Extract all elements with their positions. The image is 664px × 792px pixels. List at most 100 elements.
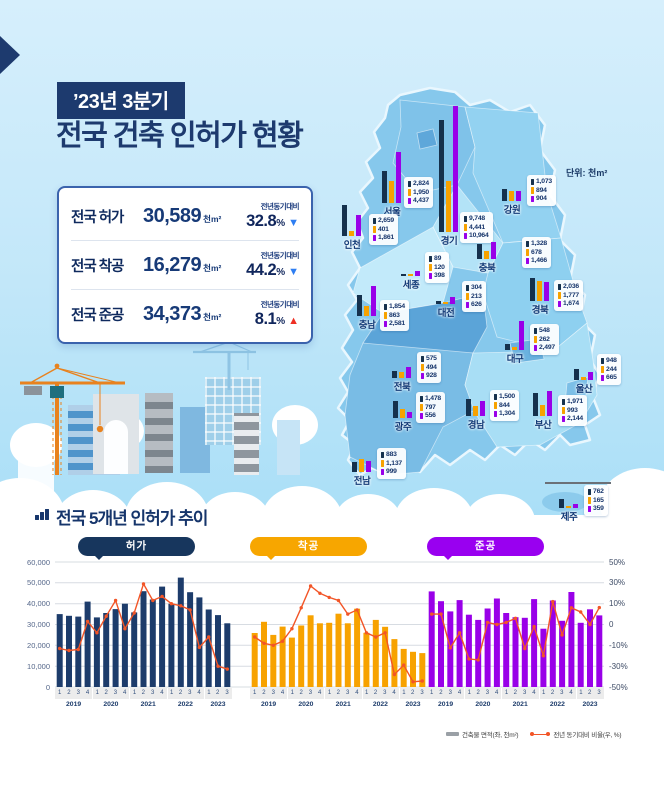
quarter-label: 2 bbox=[336, 690, 340, 696]
region-value: 304 bbox=[471, 284, 482, 292]
region-value-row: 1,854 bbox=[384, 303, 405, 312]
start-tick-icon bbox=[381, 460, 384, 467]
region-label: 대전 bbox=[437, 308, 455, 319]
quarter-label: 2 bbox=[141, 690, 145, 696]
region-value-row: 883 bbox=[381, 451, 402, 460]
minibar bbox=[477, 243, 482, 259]
left-axis-tick: 50,000 bbox=[27, 578, 50, 588]
left-axis-tick: 60,000 bbox=[27, 557, 50, 567]
region-value-row: 1,478 bbox=[420, 395, 441, 404]
complete-tick-icon bbox=[601, 374, 604, 382]
trend-title: 전국 5개년 인허가 추이 bbox=[56, 509, 208, 528]
region-value-box: 1,073 894 904 bbox=[527, 175, 557, 206]
region-value-box: 304 213 626 bbox=[462, 281, 486, 312]
minibar bbox=[516, 190, 521, 201]
region-value-row: 1,950 bbox=[408, 188, 429, 197]
region-label: 울산 bbox=[575, 384, 593, 395]
complete-tick-icon bbox=[429, 272, 432, 280]
quarter-label: 4 bbox=[280, 690, 285, 696]
year-label: 2021 bbox=[140, 701, 156, 708]
quarter-label: 1 bbox=[464, 688, 473, 699]
region-value-row: 1,777 bbox=[558, 291, 579, 300]
quarter-label: 3 bbox=[560, 690, 564, 696]
region-value-row: 678 bbox=[526, 248, 547, 257]
summary-value-number: 34,373 bbox=[143, 302, 202, 325]
start-tick-icon bbox=[408, 189, 411, 196]
complete-tick-icon bbox=[373, 234, 376, 242]
minibar bbox=[450, 296, 455, 304]
quarter-label: 3 bbox=[150, 690, 155, 696]
region-value: 1,073 bbox=[536, 178, 553, 186]
region-value-row: 1,328 bbox=[526, 240, 547, 249]
region-value-box: 1,971 993 2,144 bbox=[558, 395, 588, 426]
minibar bbox=[443, 301, 448, 304]
region-value: 948 bbox=[606, 357, 617, 365]
start-tick-icon bbox=[421, 364, 424, 371]
crane-cab bbox=[50, 386, 64, 398]
region-value-row: 575 bbox=[421, 355, 437, 364]
complete-tick-icon bbox=[494, 410, 497, 418]
quarter-label: 1 bbox=[361, 688, 371, 699]
quarter-label: 4 bbox=[532, 690, 536, 696]
minibar bbox=[491, 242, 496, 259]
region-value: 2,036 bbox=[563, 283, 580, 291]
region-label: 충북 bbox=[478, 263, 496, 274]
year-label: 2021 bbox=[335, 701, 351, 708]
region-value-row: 2,144 bbox=[562, 415, 583, 424]
quarter-label: 2 bbox=[476, 690, 480, 696]
legend-label: 전년 동기대비 비율(우, %) bbox=[553, 732, 622, 739]
quarter-label: 3 bbox=[522, 690, 527, 696]
minibar bbox=[406, 367, 411, 378]
legend-item-area: 건축물 면적(좌, 천m²) bbox=[446, 729, 519, 739]
year-label: 2022 bbox=[177, 701, 193, 708]
legend-line-swatch bbox=[530, 732, 551, 737]
minibar bbox=[519, 321, 524, 350]
region-label: 경남 bbox=[467, 420, 485, 431]
complete-tick-icon bbox=[421, 372, 424, 380]
minibar bbox=[359, 458, 364, 472]
down-arrow-icon: ▼ bbox=[288, 217, 299, 229]
region-value: 262 bbox=[539, 335, 550, 343]
year-label: 2023 bbox=[210, 701, 226, 708]
region-value-row: 2,659 bbox=[373, 217, 394, 226]
region-value-box: 575 494 928 bbox=[417, 352, 441, 383]
down-arrow-icon: ▼ bbox=[288, 266, 299, 278]
complete-tick-icon bbox=[558, 300, 561, 308]
region-value-row: 304 bbox=[466, 284, 482, 293]
complete-tick-icon bbox=[408, 197, 411, 205]
quarter-badge: ’23년 3분기 bbox=[57, 82, 185, 119]
permit-tick-icon bbox=[534, 327, 537, 334]
quarter-label: 3 bbox=[345, 690, 350, 696]
year-label: 2022 bbox=[372, 701, 388, 708]
region-value: 1,777 bbox=[563, 291, 580, 299]
region-minibars-대전 bbox=[436, 296, 455, 304]
quarter-label: 2 bbox=[216, 690, 220, 696]
region-minibars-부산 bbox=[533, 391, 552, 416]
complete-tick-icon bbox=[526, 257, 529, 265]
quarter-label: 4 bbox=[569, 690, 573, 696]
region-minibars-경남 bbox=[466, 398, 485, 416]
region-value-row: 359 bbox=[588, 505, 604, 514]
region-value-row: 665 bbox=[601, 374, 617, 383]
quarter-label: 3 bbox=[420, 690, 424, 696]
region-value-row: 2,824 bbox=[408, 180, 429, 189]
region-value: 120 bbox=[434, 263, 445, 271]
quarter-label: 1 bbox=[324, 688, 333, 699]
region-value: 213 bbox=[471, 292, 482, 300]
region-value-row: 9,748 bbox=[464, 215, 489, 224]
region-value: 883 bbox=[386, 451, 397, 459]
summary-percent: 32.8% ▼ bbox=[229, 212, 299, 231]
quarter-label: 3 bbox=[448, 690, 452, 696]
region-label: 인천 bbox=[343, 240, 361, 251]
minibar bbox=[466, 398, 471, 416]
complete-tick-icon bbox=[466, 301, 469, 309]
map-unit-label: 단위: 천m² bbox=[566, 168, 608, 178]
region-value-box: 9,748 4,441 10,964 bbox=[460, 212, 493, 243]
quarter-label: 2 bbox=[513, 690, 517, 696]
region-value-row: 398 bbox=[429, 272, 445, 281]
building-light-blue bbox=[277, 420, 300, 475]
region-value: 4,441 bbox=[469, 223, 486, 231]
minibar bbox=[349, 231, 354, 236]
quarter-label: 1 bbox=[92, 688, 101, 699]
right-axis-tick: 50% bbox=[609, 557, 626, 567]
